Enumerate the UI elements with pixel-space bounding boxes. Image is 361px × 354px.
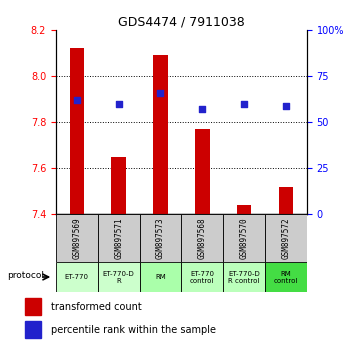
Text: GSM897568: GSM897568 [198,217,207,259]
Bar [56,262,98,292]
Point [199,107,205,112]
Text: transformed count: transformed count [51,302,142,312]
Text: ET-770
control: ET-770 control [190,270,214,284]
Bar [98,214,140,262]
Text: ET-770: ET-770 [65,274,89,280]
Bar [195,129,210,214]
Bar [223,262,265,292]
Text: ET-770-D
R: ET-770-D R [103,270,135,284]
Text: percentile rank within the sample: percentile rank within the sample [51,325,216,335]
Bar [181,262,223,292]
Text: GSM897572: GSM897572 [282,217,291,259]
Point [158,90,164,96]
Bar [70,48,84,214]
Text: GSM897573: GSM897573 [156,217,165,259]
Bar [265,262,307,292]
Text: GSM897571: GSM897571 [114,217,123,259]
Bar [279,187,293,214]
Text: ET-770-D
R control: ET-770-D R control [228,270,260,284]
Bar [140,262,181,292]
Bar [98,262,140,292]
Bar [223,214,265,262]
Text: protocol: protocol [7,271,44,280]
Bar [181,214,223,262]
Point [116,101,122,107]
Bar [25,298,41,315]
Text: GSM897569: GSM897569 [72,217,81,259]
Point [241,101,247,107]
Bar [153,56,168,214]
Bar [237,205,252,214]
Text: RM: RM [155,274,166,280]
Bar [265,214,307,262]
Text: RM
control: RM control [274,270,298,284]
Point [283,103,289,108]
Bar [111,157,126,214]
Bar [25,321,41,338]
Point [74,97,80,103]
Text: GSM897570: GSM897570 [240,217,249,259]
Title: GDS4474 / 7911038: GDS4474 / 7911038 [118,16,245,29]
Bar [56,214,98,262]
Bar [140,214,181,262]
